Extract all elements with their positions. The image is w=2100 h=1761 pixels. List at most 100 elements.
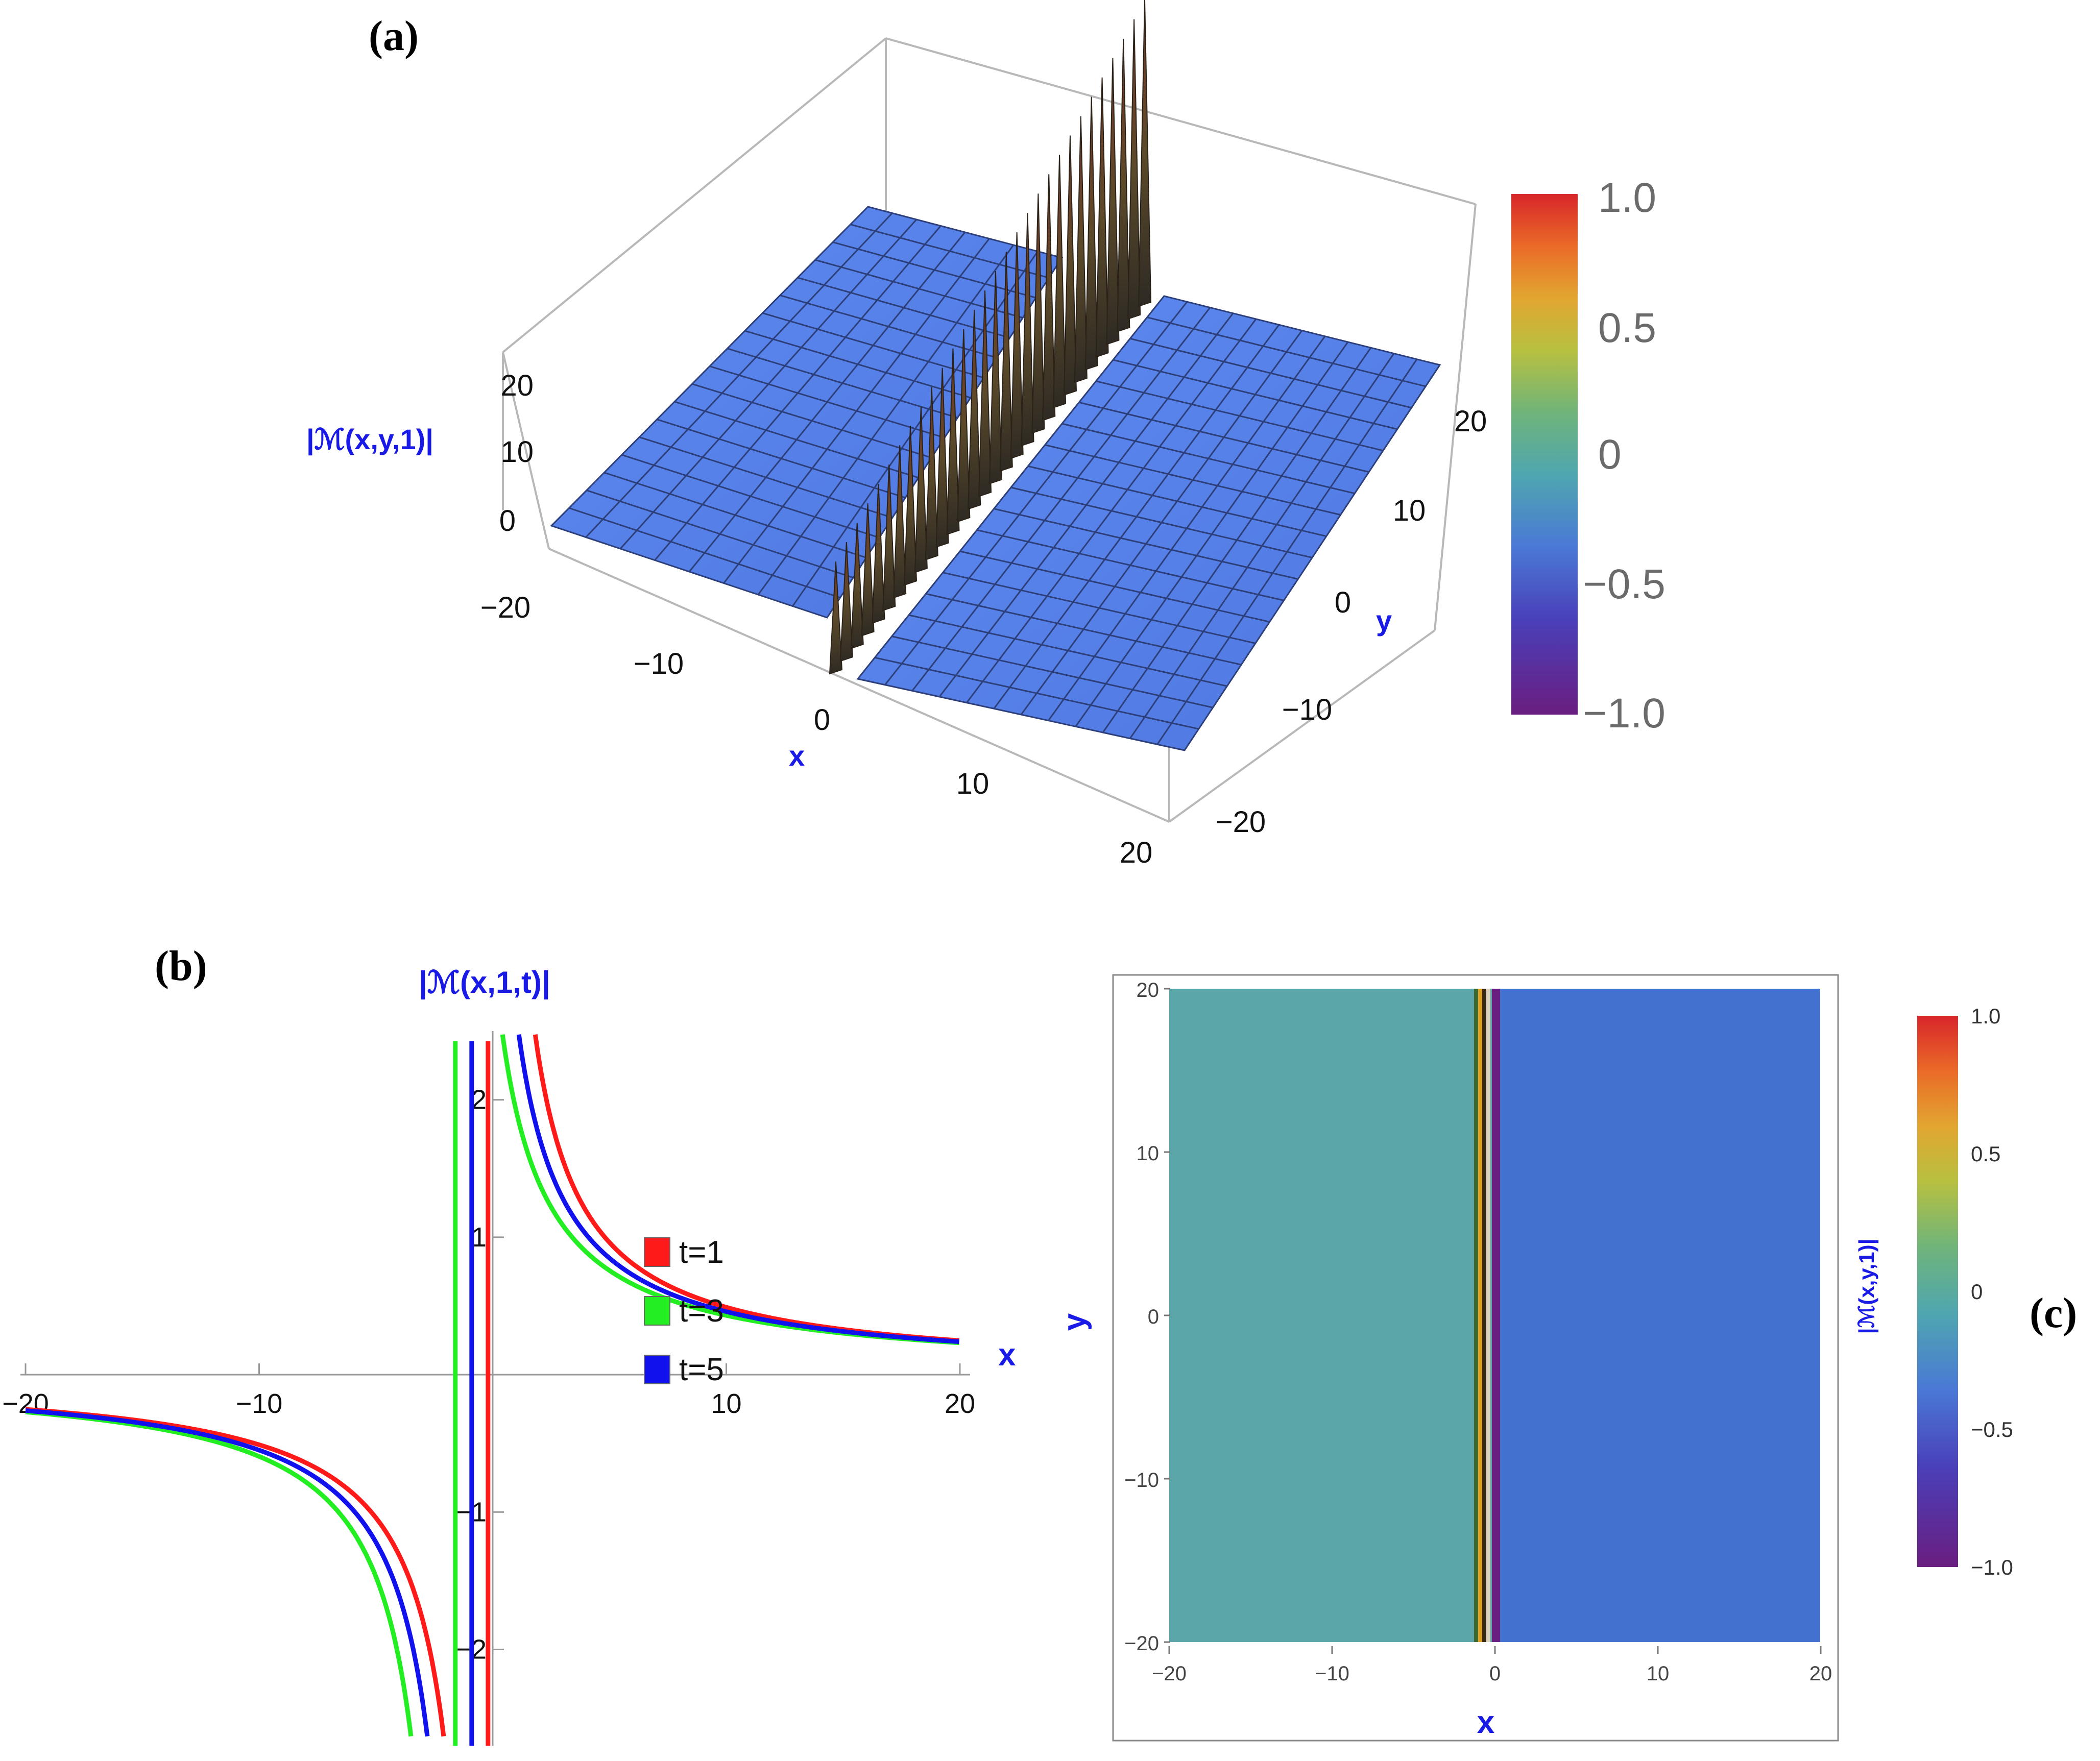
colorbar-tick-label: −0.5 <box>1583 561 1665 607</box>
spike-wall <box>829 0 1152 675</box>
y-tick-label: 10 <box>1393 494 1426 527</box>
mesh-line <box>938 312 1234 697</box>
colorbar-tick-label: 1.0 <box>1971 1004 2000 1028</box>
mesh-line <box>884 301 1188 686</box>
panel-b-label: (b) <box>155 942 207 990</box>
mesh-line <box>1048 335 1326 721</box>
legend-label-t1: t=1 <box>679 1235 724 1270</box>
y-axis-label: y <box>1057 1313 1092 1331</box>
colorbar-label: |ℳ(x,y,1)| <box>1854 1239 1879 1334</box>
series-line-t=3-right <box>500 1034 959 1346</box>
x-axis-label: x <box>998 1337 1016 1373</box>
series-line-t=1-right <box>533 1034 959 1343</box>
mesh-line <box>911 307 1211 692</box>
spike <box>978 290 992 497</box>
series-line-t=5-right <box>516 1034 959 1344</box>
spike <box>903 426 918 586</box>
mesh-line <box>1020 330 1303 715</box>
colorbar-tick-label: −0.5 <box>1971 1417 2013 1441</box>
x-tick-label: −20 <box>480 591 530 624</box>
colorbar-tick-label: 0.5 <box>1971 1142 2000 1166</box>
spike <box>1063 135 1077 396</box>
x-tick-label: 20 <box>945 1388 975 1419</box>
x-tick-label: 10 <box>956 767 989 800</box>
bounding-box <box>502 37 1477 823</box>
mesh-line <box>723 238 990 584</box>
spike <box>914 406 928 573</box>
colorbar-a <box>1511 194 1578 715</box>
spike <box>850 523 864 649</box>
colorbar-tick-label: −1.0 <box>1583 690 1665 737</box>
x-tick-label: 10 <box>711 1388 741 1419</box>
mesh-line <box>688 232 966 572</box>
x-axis-label: x <box>789 740 805 772</box>
spike <box>1095 77 1109 358</box>
region-right <box>1496 989 1820 1642</box>
mesh-line <box>966 319 1257 703</box>
spike <box>1021 213 1034 447</box>
x-tick-label: 10 <box>1647 1662 1670 1685</box>
mesh-line <box>757 244 1015 595</box>
x-tick-label: −10 <box>236 1388 283 1419</box>
x-tick-label: −10 <box>1315 1662 1349 1685</box>
spike <box>1127 19 1141 320</box>
colorbar-tick-label: 0 <box>1598 431 1622 478</box>
y-axis-label: |ℳ(x,1,t)| <box>419 965 550 1000</box>
x-tick-label: 20 <box>1809 1662 1832 1685</box>
legend-swatch-t1 <box>644 1237 670 1267</box>
mesh-line <box>993 324 1280 710</box>
series-line-t=3-left <box>25 1409 414 1737</box>
y-tick-label: 10 <box>1137 1142 1160 1165</box>
spike <box>1084 96 1098 371</box>
spike <box>946 348 960 535</box>
spike <box>1010 232 1024 459</box>
colorbar-c-ticks: 1.0 0.5 0 −0.5 −1.0 <box>1971 1004 2013 1579</box>
y-tick-label: 20 <box>1454 405 1487 438</box>
x-axis-label: x <box>1477 1705 1495 1740</box>
mesh-line <box>654 225 942 561</box>
mesh-line <box>1102 347 1372 733</box>
panel-a-surface-plot: (a) 20 10 0 |ℳ(x,y,1)| <box>306 0 1665 869</box>
y-tick-label: −20 <box>1216 805 1266 839</box>
y-tick-label: 0 <box>1335 586 1351 619</box>
spike <box>893 445 907 599</box>
mesh-line <box>619 218 918 550</box>
boundary-stripe-purple <box>1492 989 1500 1642</box>
spike <box>829 561 843 675</box>
x-tick-labels: −20 −10 0 10 20 <box>1152 1662 1832 1685</box>
y-tick-label: 0 <box>1148 1306 1159 1328</box>
spike <box>1138 0 1152 307</box>
colorbar-c <box>1917 1016 1958 1567</box>
x-tick-label: 0 <box>814 703 830 737</box>
colorbar-tick-label: 1.0 <box>1598 175 1656 221</box>
mesh-line <box>1156 358 1418 745</box>
spike <box>882 464 896 612</box>
series-line-t=5-left <box>25 1408 430 1737</box>
spike <box>935 368 949 548</box>
panel-b-series <box>25 1034 959 1746</box>
spike <box>1053 155 1067 409</box>
colorbar-tick-label: 0.5 <box>1598 305 1656 351</box>
boundary-stripe-green <box>1474 989 1478 1642</box>
y-axis-label: y <box>1376 604 1392 637</box>
y-tick-labels: 20 10 0 −10 −20 <box>1124 979 1159 1655</box>
mesh-line <box>1129 353 1395 739</box>
spike <box>968 309 981 510</box>
legend-label-t5: t=5 <box>679 1352 724 1387</box>
y-tick-label: −10 <box>1124 1469 1159 1491</box>
panel-c-ticks <box>1164 988 1822 1654</box>
x-tick-label: 0 <box>1489 1662 1501 1685</box>
spike <box>957 329 971 523</box>
colorbar-a-ticks: 1.0 0.5 0 −0.5 −1.0 <box>1583 175 1665 737</box>
y-tick-label: −10 <box>1282 693 1332 726</box>
boundary-stripe-light <box>1486 989 1490 1642</box>
x-tick-label: −20 <box>1152 1662 1187 1685</box>
mesh-line <box>1075 341 1349 727</box>
legend: t=1 t=3 t=5 <box>644 1235 724 1387</box>
series-line-t=1-left <box>25 1407 446 1737</box>
colorbar-tick-label: −1.0 <box>1971 1555 2013 1579</box>
spike <box>1117 38 1130 333</box>
legend-label-t3: t=3 <box>679 1293 724 1329</box>
spike <box>1042 174 1056 421</box>
